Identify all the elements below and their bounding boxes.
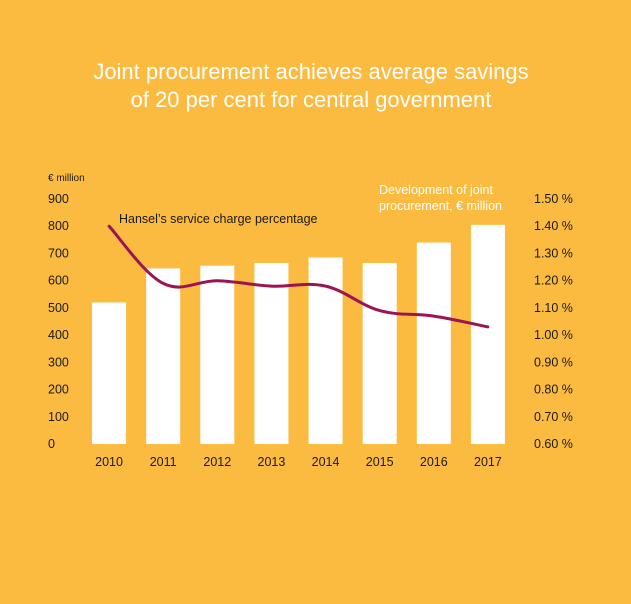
bar-2016 — [416, 242, 451, 444]
right-tick-label: 1.00 % — [534, 328, 573, 342]
bar-2012 — [200, 265, 235, 444]
left-tick-label: 300 — [48, 355, 69, 369]
x-tick-label: 2011 — [150, 455, 177, 469]
bar-2017 — [470, 224, 505, 444]
bar-series-label-line-2: procurement, € million — [379, 199, 502, 213]
bar-series-label-line-1: Development of joint — [379, 183, 493, 197]
left-axis-unit: € million — [48, 173, 85, 184]
line-series-label: Hansel’s service charge percentage — [119, 212, 318, 226]
x-tick-label: 2017 — [474, 455, 502, 469]
left-tick-label: 400 — [48, 328, 69, 342]
right-tick-label: 0.60 % — [534, 437, 573, 451]
left-tick-label: 500 — [48, 301, 69, 315]
right-tick-label: 0.80 % — [534, 383, 573, 397]
x-tick-label: 2016 — [420, 455, 448, 469]
left-tick-label: 200 — [48, 383, 69, 397]
chart-title-line-1: Joint procurement achieves average savin… — [93, 59, 528, 84]
x-axis-ticks: 2010 2011 2012 2013 2014 2015 2016 2017 — [95, 455, 502, 469]
x-tick-label: 2013 — [258, 455, 286, 469]
left-tick-label: 0 — [48, 437, 55, 451]
left-axis-ticks: 0 100 200 300 400 500 600 700 800 900 — [48, 192, 69, 451]
right-axis-ticks: 0.60 % 0.70 % 0.80 % 0.90 % 1.00 % 1.10 % 1.20… — [534, 192, 573, 451]
bar-series — [92, 224, 505, 444]
bar-2013 — [254, 262, 289, 444]
x-tick-label: 2012 — [203, 455, 231, 469]
left-tick-label: 600 — [48, 274, 69, 288]
chart-title-line-2: of 20 per cent for central government — [131, 87, 492, 112]
bar-2010 — [92, 302, 127, 444]
left-tick-label: 800 — [48, 219, 69, 233]
left-tick-label: 100 — [48, 410, 69, 424]
x-tick-label: 2015 — [366, 455, 394, 469]
bar-2015 — [362, 262, 397, 444]
left-tick-label: 900 — [48, 192, 69, 206]
right-tick-label: 1.30 % — [534, 246, 573, 260]
x-tick-label: 2010 — [95, 455, 123, 469]
right-tick-label: 0.70 % — [534, 410, 573, 424]
service-charge-line — [107, 224, 490, 329]
bar-2011 — [146, 268, 181, 444]
right-tick-label: 1.40 % — [534, 219, 573, 233]
right-tick-label: 1.10 % — [534, 301, 573, 315]
right-tick-label: 1.20 % — [534, 274, 573, 288]
right-tick-label: 0.90 % — [534, 355, 573, 369]
x-tick-label: 2014 — [312, 455, 340, 469]
right-tick-label: 1.50 % — [534, 192, 573, 206]
left-tick-label: 700 — [48, 246, 69, 260]
